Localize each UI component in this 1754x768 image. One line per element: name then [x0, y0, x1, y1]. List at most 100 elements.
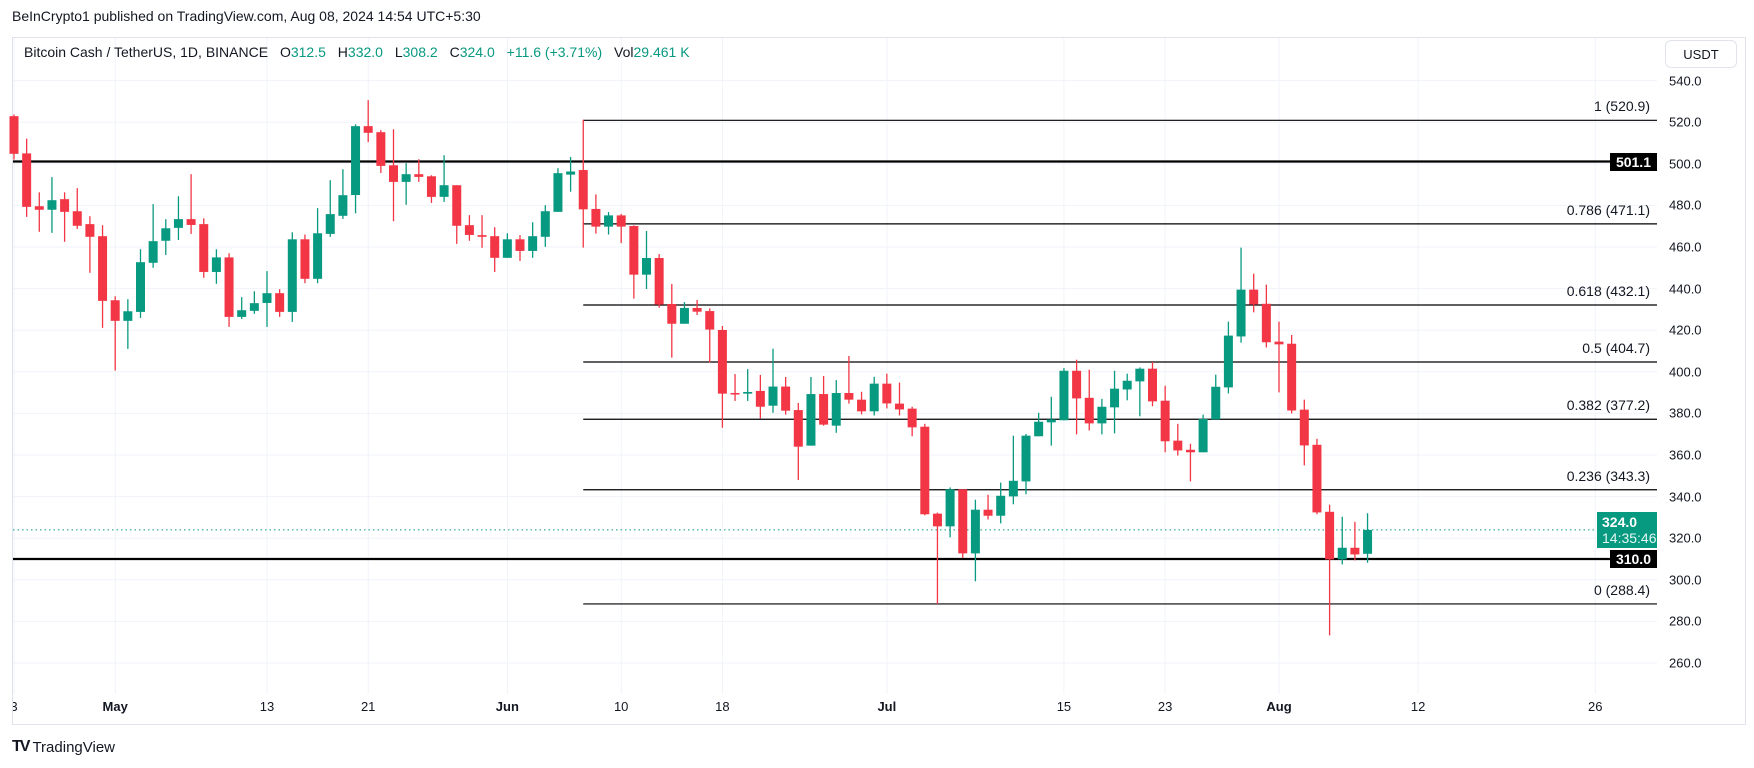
candle-down[interactable] — [578, 119, 588, 248]
candle-down[interactable] — [932, 512, 942, 604]
candle-down[interactable] — [1325, 504, 1335, 636]
candle-up[interactable] — [325, 180, 335, 237]
candle-down[interactable] — [907, 406, 917, 437]
candle-up[interactable] — [1097, 398, 1107, 435]
candle-down[interactable] — [857, 391, 867, 415]
candle-up[interactable] — [262, 271, 272, 327]
candle-up[interactable] — [1236, 247, 1246, 343]
candle-up[interactable] — [996, 482, 1006, 524]
candle-down[interactable] — [705, 308, 715, 363]
candle-up[interactable] — [148, 204, 158, 268]
candle-down[interactable] — [616, 213, 626, 244]
candle-down[interactable] — [186, 174, 196, 234]
candle-up[interactable] — [161, 219, 171, 255]
candle-down[interactable] — [920, 423, 930, 516]
candle-down[interactable] — [515, 235, 525, 261]
candle-down[interactable] — [895, 382, 904, 416]
candle-down[interactable] — [199, 218, 209, 278]
candle-down[interactable] — [72, 188, 82, 229]
candle-up[interactable] — [642, 230, 651, 290]
candle-down[interactable] — [1261, 284, 1271, 348]
candle-down[interactable] — [22, 138, 32, 217]
candle-up[interactable] — [136, 249, 145, 318]
candle-down[interactable] — [1185, 443, 1195, 482]
horizontal-levels[interactable] — [13, 160, 1657, 561]
candle-down[interactable] — [60, 192, 70, 242]
candle-down[interactable] — [629, 225, 639, 299]
candle-up[interactable] — [553, 168, 563, 212]
candle-up[interactable] — [313, 208, 323, 284]
candle-down[interactable] — [591, 194, 601, 234]
candle-up[interactable] — [945, 487, 955, 538]
candle-down[interactable] — [224, 253, 234, 327]
candle-down[interactable] — [464, 215, 474, 241]
candle-down[interactable] — [1312, 438, 1322, 515]
candle-up[interactable] — [768, 348, 778, 413]
candle-down[interactable] — [819, 375, 829, 426]
candle-up[interactable] — [1021, 433, 1031, 495]
candle-down[interactable] — [717, 326, 727, 428]
candle-up[interactable] — [1008, 435, 1018, 505]
candle-down[interactable] — [110, 296, 120, 371]
candle-down[interactable] — [958, 489, 968, 558]
fibonacci-retracement[interactable] — [583, 119, 1657, 605]
candle-down[interactable] — [1072, 359, 1082, 435]
candle-up[interactable] — [679, 302, 689, 324]
candle-down[interactable] — [490, 227, 500, 272]
candle-down[interactable] — [275, 289, 285, 317]
candle-down[interactable] — [793, 403, 803, 480]
candle-up[interactable] — [540, 205, 550, 247]
candle-down[interactable] — [98, 225, 108, 328]
candle-down[interactable] — [654, 254, 664, 308]
candle-down[interactable] — [882, 373, 892, 409]
symbol-title[interactable]: Bitcoin Cash / TetherUS, 1D, BINANCE — [24, 44, 269, 60]
candle-up[interactable] — [743, 369, 753, 401]
candle-up[interactable] — [1337, 516, 1347, 565]
candle-down[interactable] — [389, 129, 398, 222]
candle-down[interactable] — [730, 374, 740, 401]
candle-up[interactable] — [502, 233, 512, 258]
candle-up[interactable] — [47, 177, 57, 233]
candle-down[interactable] — [1173, 423, 1183, 456]
candle-up[interactable] — [869, 376, 879, 416]
candle-up[interactable] — [1110, 370, 1120, 434]
candle-down[interactable] — [1350, 521, 1360, 561]
candle-up[interactable] — [528, 222, 538, 258]
candle-up[interactable] — [237, 297, 247, 319]
candle-up[interactable] — [1135, 367, 1145, 417]
candle-up[interactable] — [806, 377, 816, 446]
candle-up[interactable] — [123, 299, 133, 349]
currency-button[interactable]: USDT — [1665, 40, 1737, 68]
candle-up[interactable] — [351, 124, 361, 214]
candle-up[interactable] — [173, 196, 183, 240]
candle-down[interactable] — [426, 175, 436, 203]
candle-down[interactable] — [692, 300, 702, 316]
candle-up[interactable] — [211, 249, 221, 284]
candle-up[interactable] — [1211, 374, 1221, 420]
candle-up[interactable] — [1034, 412, 1044, 437]
candle-down[interactable] — [781, 377, 791, 415]
candle-up[interactable] — [831, 380, 841, 433]
candle-down[interactable] — [667, 284, 677, 358]
candle-up[interactable] — [1122, 373, 1132, 401]
candle-down[interactable] — [1274, 321, 1284, 393]
candle-up[interactable] — [1223, 321, 1233, 394]
candle-down[interactable] — [755, 374, 765, 419]
candle-down[interactable] — [1299, 399, 1309, 466]
candle-up[interactable] — [338, 169, 348, 219]
candle-down[interactable] — [477, 215, 487, 248]
candle-up[interactable] — [439, 155, 449, 202]
candle-up[interactable] — [1046, 396, 1056, 446]
candle-up[interactable] — [1198, 414, 1208, 453]
candle-down[interactable] — [1084, 369, 1094, 431]
candle-down[interactable] — [300, 234, 310, 284]
candle-up[interactable] — [566, 156, 576, 192]
candles[interactable] — [9, 100, 1373, 636]
candle-up[interactable] — [401, 163, 411, 205]
candle-down[interactable] — [844, 355, 854, 404]
candle-up[interactable] — [604, 212, 614, 235]
candle-down[interactable] — [414, 159, 424, 182]
candle-down[interactable] — [1287, 334, 1297, 414]
candle-up[interactable] — [1059, 368, 1069, 421]
